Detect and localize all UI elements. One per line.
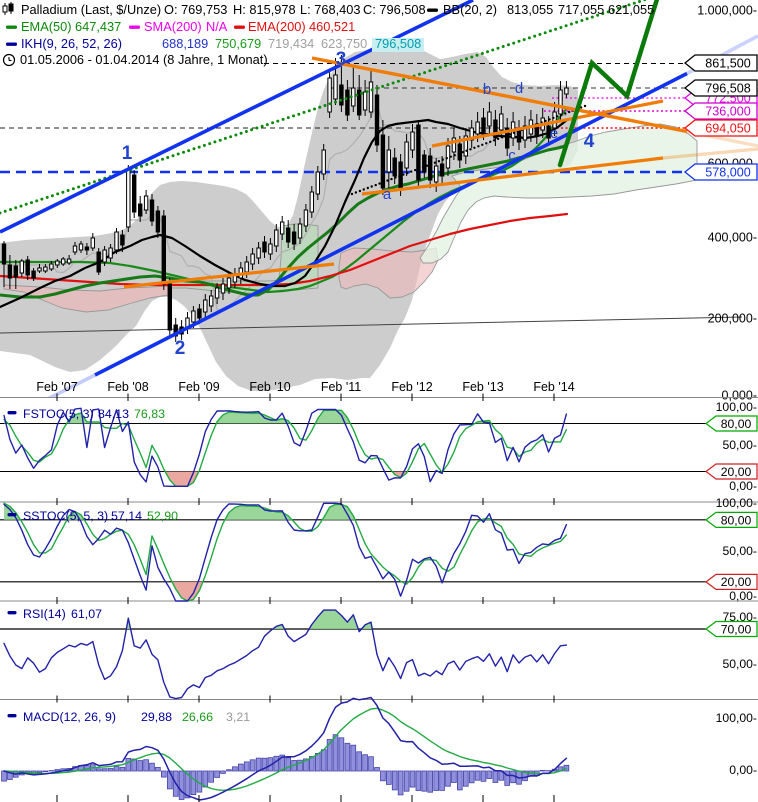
svg-text:0,00-: 0,00- bbox=[729, 479, 757, 493]
svg-text:57,14: 57,14 bbox=[111, 509, 142, 523]
svg-text:694,050: 694,050 bbox=[705, 122, 751, 136]
svg-text:29,88: 29,88 bbox=[141, 710, 172, 724]
svg-text:26,66: 26,66 bbox=[182, 710, 213, 724]
svg-text:Feb '13: Feb '13 bbox=[462, 380, 503, 394]
svg-text:BB(20, 2): BB(20, 2) bbox=[443, 2, 497, 17]
svg-text:20,00: 20,00 bbox=[721, 575, 752, 589]
svg-text:01.05.2006 - 01.04.2014 (8 Jah: 01.05.2006 - 01.04.2014 (8 Jahre, 1 Mona… bbox=[20, 52, 268, 67]
svg-text:4: 4 bbox=[584, 131, 595, 152]
svg-text:3: 3 bbox=[336, 49, 347, 70]
svg-text:Feb '11: Feb '11 bbox=[321, 380, 361, 394]
svg-text:50,00-: 50,00- bbox=[722, 438, 757, 452]
svg-text:Feb '12: Feb '12 bbox=[391, 380, 432, 394]
svg-text:FSTOC(5, 3): FSTOC(5, 3) bbox=[23, 407, 94, 421]
svg-text:813,055: 813,055 bbox=[507, 2, 553, 17]
svg-text:719,434: 719,434 bbox=[268, 36, 314, 51]
svg-text:Feb '10: Feb '10 bbox=[249, 380, 290, 394]
svg-text:0,00-: 0,00- bbox=[729, 763, 757, 777]
svg-text:1.000,000-: 1.000,000- bbox=[697, 4, 757, 18]
svg-text:688,189: 688,189 bbox=[162, 36, 208, 51]
svg-text:50,00-: 50,00- bbox=[722, 657, 757, 671]
svg-text:C: 796,508: C: 796,508 bbox=[363, 2, 426, 17]
svg-text:647,437: 647,437 bbox=[75, 19, 121, 34]
svg-text:796,508: 796,508 bbox=[705, 82, 751, 96]
svg-text:76,83: 76,83 bbox=[134, 407, 165, 421]
svg-text:796,508: 796,508 bbox=[375, 36, 421, 51]
svg-text:SMA(200): SMA(200) bbox=[144, 19, 202, 34]
svg-text:c: c bbox=[508, 147, 516, 164]
svg-text:84,13: 84,13 bbox=[98, 407, 129, 421]
svg-text:736,000: 736,000 bbox=[705, 105, 751, 119]
svg-text:EMA(200): EMA(200) bbox=[248, 19, 306, 34]
svg-text:EMA(50): EMA(50) bbox=[21, 19, 72, 34]
svg-text:Palladium (Last, $/Unze): Palladium (Last, $/Unze) bbox=[21, 2, 161, 17]
svg-text:H: 815,978: H: 815,978 bbox=[233, 2, 296, 17]
svg-text:d: d bbox=[515, 80, 523, 97]
svg-text:100,00-: 100,00- bbox=[716, 711, 757, 725]
svg-text:a: a bbox=[383, 186, 392, 203]
svg-text:MACD(12, 26, 9): MACD(12, 26, 9) bbox=[23, 710, 116, 724]
svg-text:61,07: 61,07 bbox=[71, 607, 102, 621]
svg-text:52,90: 52,90 bbox=[147, 509, 178, 523]
svg-text:SSTOC(5, 5, 3): SSTOC(5, 5, 3) bbox=[23, 509, 108, 523]
svg-text:Feb '14: Feb '14 bbox=[533, 380, 574, 394]
svg-text:20,00: 20,00 bbox=[721, 465, 752, 479]
svg-text:2: 2 bbox=[175, 338, 186, 359]
svg-text:400,000-: 400,000- bbox=[708, 231, 757, 245]
svg-text:3,21: 3,21 bbox=[226, 710, 250, 724]
svg-text:861,500: 861,500 bbox=[705, 57, 751, 71]
svg-text:O: 769,753: O: 769,753 bbox=[164, 2, 227, 17]
svg-text:L: 768,403: L: 768,403 bbox=[300, 2, 361, 17]
svg-text:e: e bbox=[550, 125, 558, 142]
svg-text:50,00-: 50,00- bbox=[722, 544, 757, 558]
svg-text:623,750: 623,750 bbox=[321, 36, 367, 51]
svg-text:b: b bbox=[483, 81, 491, 98]
svg-text:0,00-: 0,00- bbox=[729, 589, 757, 603]
svg-text:621,055: 621,055 bbox=[608, 2, 654, 17]
svg-text:75,00-: 75,00- bbox=[722, 610, 757, 624]
svg-text:RSI(14): RSI(14) bbox=[23, 607, 66, 621]
svg-text:Feb '07: Feb '07 bbox=[36, 380, 77, 394]
svg-text:N/A: N/A bbox=[206, 19, 228, 34]
svg-text:Feb '08: Feb '08 bbox=[107, 380, 148, 394]
svg-text:200,000-: 200,000- bbox=[708, 312, 757, 326]
svg-text:578,000: 578,000 bbox=[705, 166, 751, 180]
svg-text:750,679: 750,679 bbox=[215, 36, 261, 51]
svg-text:IKH(9, 26, 52, 26): IKH(9, 26, 52, 26) bbox=[21, 36, 122, 51]
svg-text:Feb '09: Feb '09 bbox=[178, 380, 219, 394]
svg-text:0,000-: 0,000- bbox=[722, 389, 757, 403]
svg-text:70,00: 70,00 bbox=[721, 622, 752, 636]
svg-text:717,055: 717,055 bbox=[558, 2, 604, 17]
svg-text:460,521: 460,521 bbox=[309, 19, 355, 34]
svg-text:100,00-: 100,00- bbox=[716, 496, 757, 510]
svg-text:1: 1 bbox=[122, 143, 133, 164]
svg-text:80,00: 80,00 bbox=[721, 417, 752, 431]
svg-text:100,00-: 100,00- bbox=[716, 400, 757, 414]
svg-text:80,00: 80,00 bbox=[721, 513, 752, 527]
